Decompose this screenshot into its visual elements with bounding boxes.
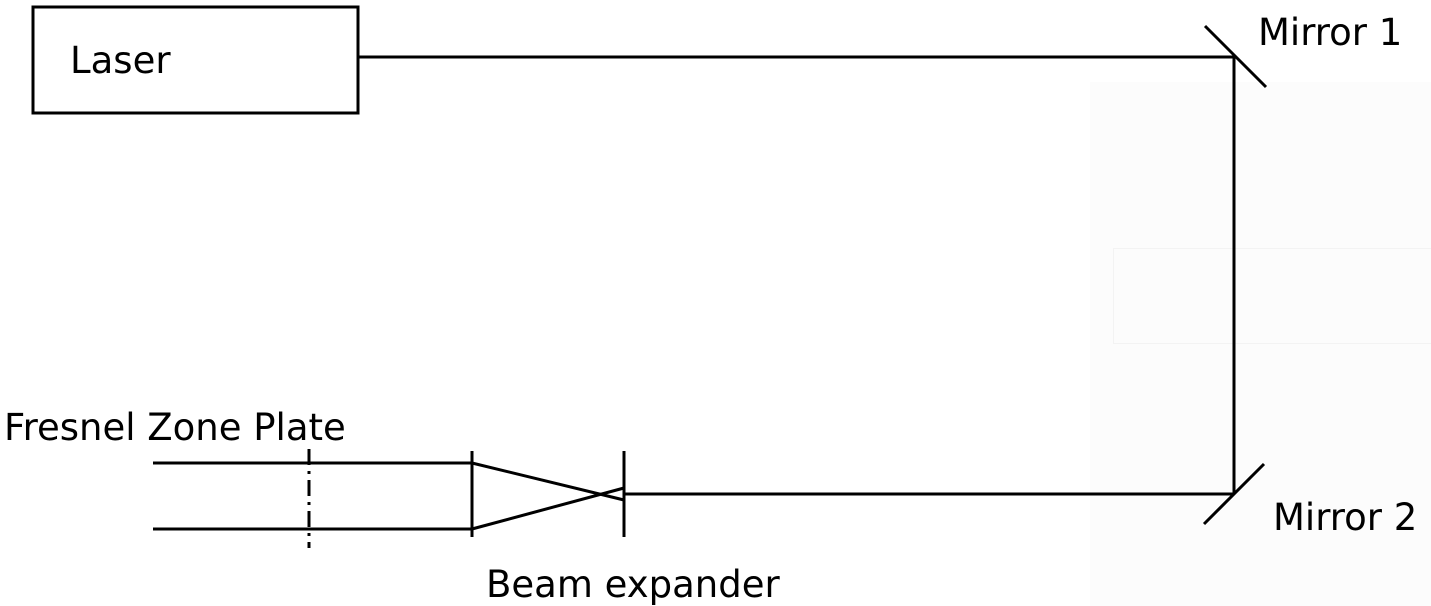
mirror2-label: Mirror 2	[1273, 496, 1418, 539]
beam-expander-label: Beam expander	[486, 563, 780, 606]
laser-box	[31, 5, 360, 115]
mirror1-element	[1203, 24, 1268, 89]
background-artifact-panel	[1090, 82, 1431, 606]
beam-expander-ray-bottom	[471, 461, 625, 502]
background-artifact-box	[1113, 248, 1431, 344]
laser-label: Laser	[70, 39, 171, 82]
mirror1-label: Mirror 1	[1258, 11, 1403, 54]
fresnel-zone-plate-label: Fresnel Zone Plate	[4, 406, 346, 449]
